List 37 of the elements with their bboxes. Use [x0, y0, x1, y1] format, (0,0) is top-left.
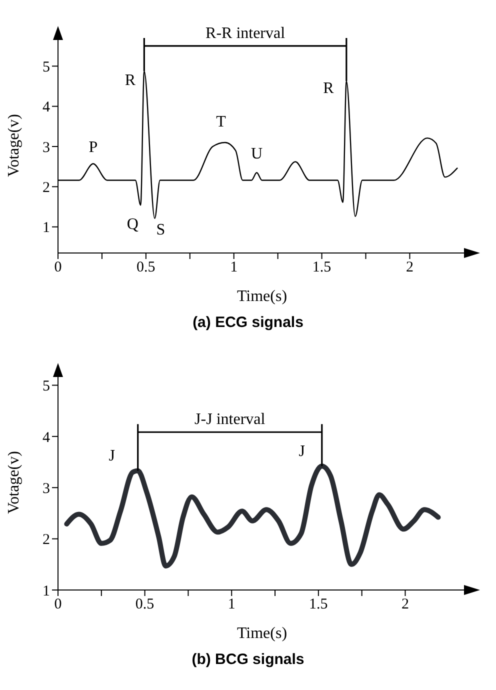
annotation: U — [250, 146, 263, 163]
y-tick-label: 2 — [42, 180, 50, 196]
y-tick-label: 3 — [42, 140, 50, 156]
x-axis-title: Time(s) — [236, 625, 288, 642]
x-tick-label: 0.5 — [136, 260, 156, 276]
annotation: J — [108, 448, 115, 465]
x-tick-label: 2 — [401, 596, 409, 613]
y-tick-label: 1 — [42, 583, 50, 600]
annotation: Q — [126, 216, 139, 234]
x-tick-label: 1 — [228, 596, 236, 613]
y-tick-label: 3 — [42, 480, 50, 497]
annotation: J — [298, 443, 306, 460]
x-tick-label: 1 — [230, 260, 238, 276]
y-tick-label: 5 — [42, 378, 50, 395]
y-tick-label: 5 — [42, 59, 50, 76]
y-axis-title: Votage(v) — [6, 451, 23, 514]
annotation: S — [156, 221, 166, 238]
x-tick-label: 1.5 — [309, 596, 328, 613]
annotation: P — [88, 138, 98, 156]
y-axis-title: Votage(v) — [6, 114, 23, 177]
x-axis-title: Time(s) — [236, 288, 288, 305]
y-tick-label: 4 — [42, 430, 50, 446]
annotation: J-J interval — [194, 411, 266, 428]
x-tick-label: 0 — [54, 260, 62, 276]
x-tick-label: 1.5 — [312, 260, 332, 276]
annotation: R-R interval — [206, 24, 286, 42]
annotation: R — [124, 72, 136, 89]
x-tick-label: 0.5 — [135, 596, 154, 613]
y-tick-label: 4 — [42, 100, 50, 116]
text: (b) BCG signals — [190, 651, 306, 668]
y-tick-label: 1 — [42, 220, 50, 236]
annotation: T — [216, 113, 226, 130]
y-tick-label: 2 — [42, 532, 50, 548]
annotation: R — [323, 80, 334, 97]
x-tick-label: 2 — [406, 260, 414, 276]
text: (a) ECG signals — [192, 314, 304, 331]
x-tick-label: 0 — [54, 596, 62, 613]
